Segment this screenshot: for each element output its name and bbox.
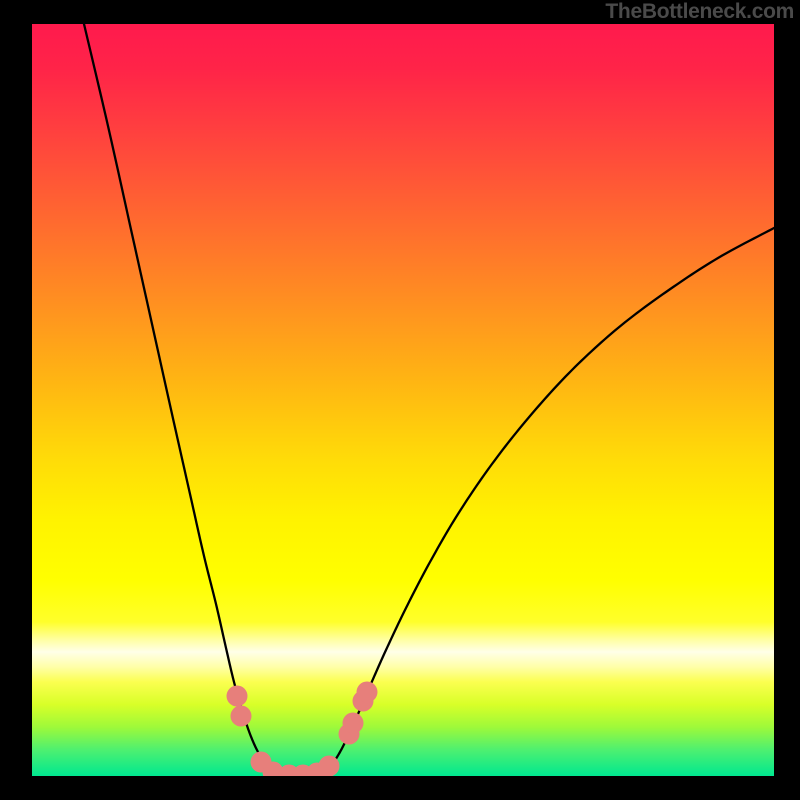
curve-marker bbox=[227, 686, 248, 707]
curve-marker bbox=[231, 706, 252, 727]
curve-marker bbox=[357, 682, 378, 703]
gradient-backdrop bbox=[32, 24, 774, 776]
chart-svg bbox=[0, 0, 800, 800]
curve-marker bbox=[343, 713, 364, 734]
curve-marker bbox=[319, 756, 340, 777]
